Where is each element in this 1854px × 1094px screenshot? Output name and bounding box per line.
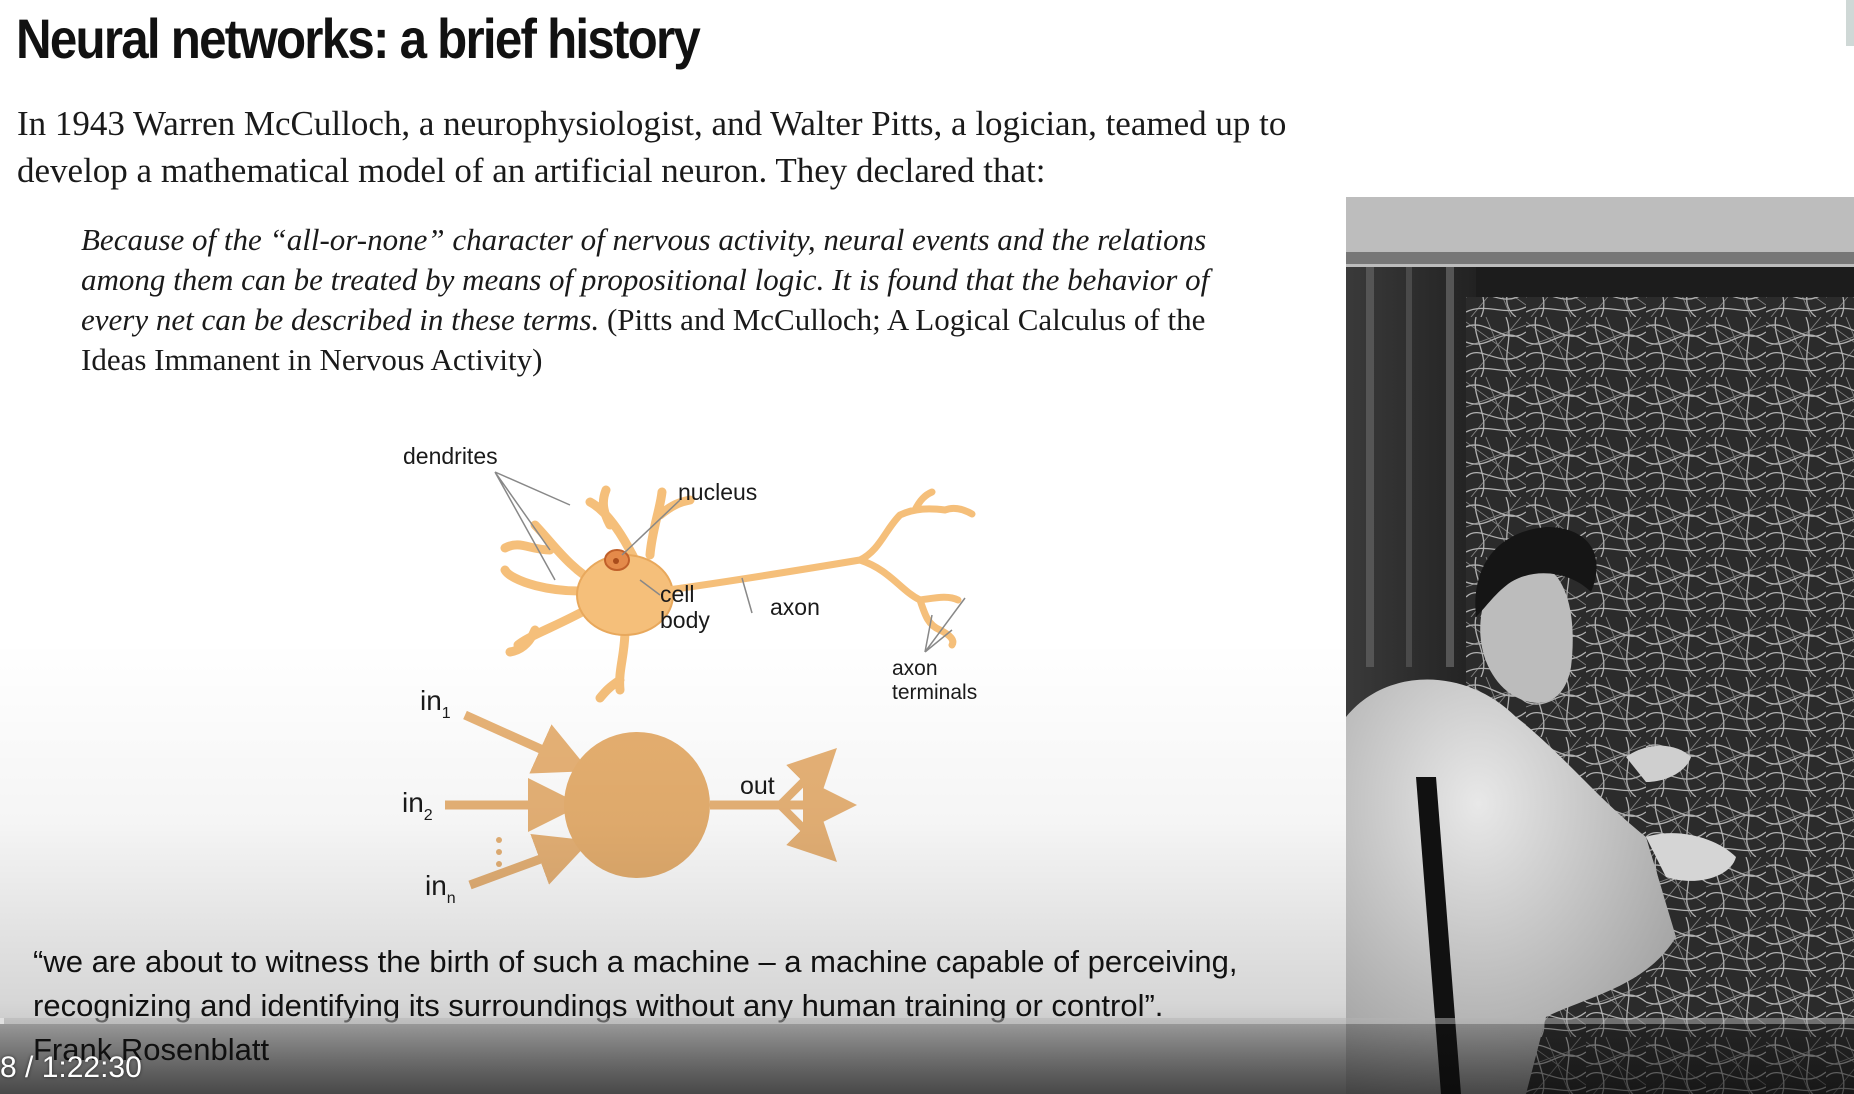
neuron-diagram: dendrites nucleus cell body axon axon te… (402, 443, 977, 907)
rosenblatt-photo (1346, 197, 1854, 1094)
label-dendrites: dendrites (403, 443, 498, 469)
intro-paragraph: In 1943 Warren McCulloch, a neurophysiol… (17, 104, 1287, 190)
mcculloch-pitts-quote: Because of the “all-or-none” character o… (81, 220, 1261, 380)
video-progress-bar[interactable] (0, 1018, 1854, 1024)
quote-citation: (Pitts and McCulloch; A Logical Calculus… (81, 302, 1206, 377)
perceptron-node (564, 732, 710, 878)
perceptron-model: in1 in2 inn out (402, 685, 857, 907)
label-out: out (740, 772, 775, 800)
label-axon-terminals-2: terminals (892, 681, 977, 704)
label-axon: axon (770, 594, 820, 620)
label-in1: in1 (420, 685, 451, 722)
label-axon-terminals-1: axon (892, 657, 938, 680)
label-in2: in2 (402, 787, 433, 824)
video-controls-bar (0, 1018, 1854, 1094)
rosenblatt-quote: “we are about to witness the birth of su… (33, 944, 1238, 1023)
label-cell: cell (660, 581, 695, 607)
biological-neuron: dendrites nucleus cell body axon axon te… (403, 443, 977, 704)
label-body: body (660, 607, 710, 633)
edge-mark (1846, 0, 1854, 46)
label-inn: inn (425, 870, 456, 907)
label-nucleus: nucleus (678, 479, 757, 505)
quote-italic-text: Because of the “all-or-none” character o… (81, 222, 1210, 337)
video-time-display: 8 / 1:22:30 (0, 1051, 142, 1084)
video-progress-fill (0, 1018, 4, 1024)
slide-title: Neural networks: a brief history (16, 7, 701, 70)
